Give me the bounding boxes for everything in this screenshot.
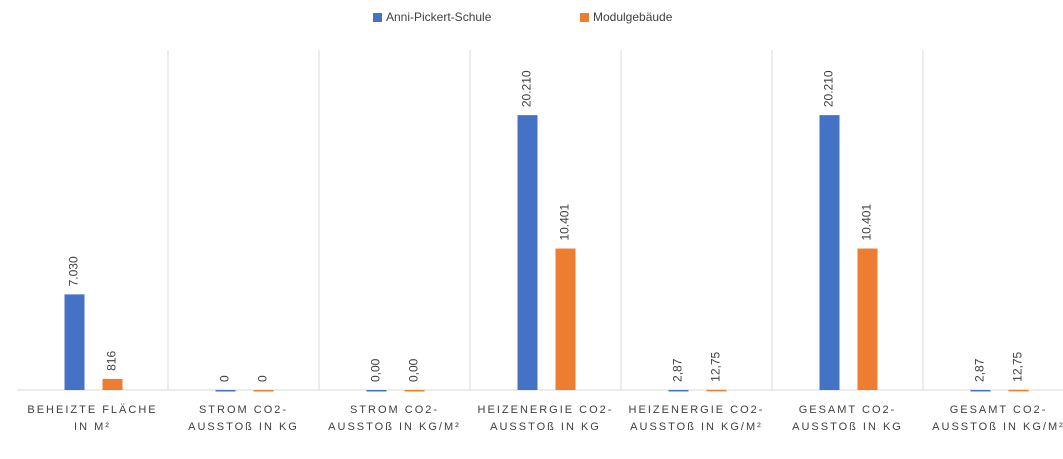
value-label: 2,87 [973, 358, 987, 382]
value-label: 0 [218, 375, 232, 382]
value-label: 12,75 [709, 351, 723, 381]
bar [668, 389, 689, 392]
bar [1008, 389, 1029, 392]
x-tick-label: BEHEIZTE FLÄCHE IN M² [27, 404, 158, 433]
legend-label: Modulgebäude [593, 10, 673, 24]
legend-swatch [373, 13, 382, 22]
value-label: 20.210 [520, 70, 534, 107]
value-label: 12,75 [1011, 351, 1025, 381]
value-label: 10.401 [860, 204, 874, 241]
value-label: 0,00 [369, 358, 383, 382]
bar [64, 294, 85, 390]
value-label: 20.210 [822, 70, 836, 107]
bar [970, 389, 991, 392]
bar [555, 248, 576, 390]
x-tick-label: STROM CO2-AUSSTOß IN KG [188, 404, 299, 433]
bar [404, 390, 425, 392]
x-tick-label: GESAMT CO2-AUSSTOß IN KG [792, 404, 903, 433]
bar [102, 378, 123, 390]
x-tick-label: HEIZENERGIE CO2-AUSSTOß IN KG/M² [628, 404, 765, 433]
legend-label: Anni-Pickert-Schule [386, 10, 492, 24]
bar [857, 248, 878, 390]
bar [366, 390, 387, 392]
x-tick-label: GESAMT CO2-AUSSTOß IN KG/M² [932, 404, 1063, 433]
bar [517, 115, 538, 391]
value-label: 0 [256, 375, 270, 382]
value-label: 0,00 [407, 358, 421, 382]
value-label: 2,87 [671, 358, 685, 382]
x-tick-label: HEIZENERGIE CO2-AUSSTOß IN KG [477, 404, 614, 433]
bar [819, 115, 840, 391]
legend-swatch [580, 13, 589, 22]
value-label: 7.030 [67, 256, 81, 286]
bar [215, 390, 236, 392]
x-tick-label: STROM CO2-AUSSTOß IN KG/M² [328, 404, 461, 433]
value-label: 10.401 [558, 204, 572, 241]
value-label: 816 [105, 351, 119, 371]
bar [706, 389, 727, 392]
bar [253, 390, 274, 392]
